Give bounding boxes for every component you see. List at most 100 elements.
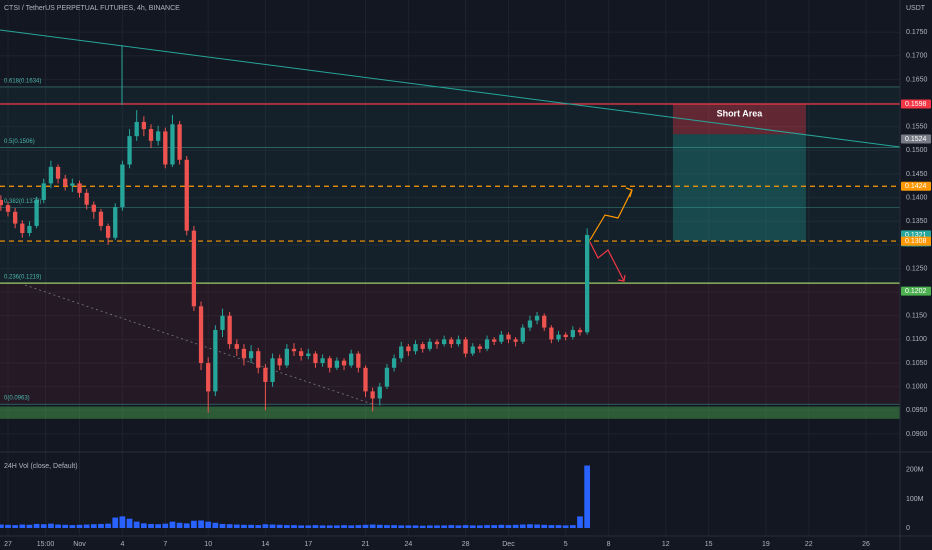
volume-bar bbox=[548, 525, 555, 529]
volume-bar bbox=[498, 524, 505, 529]
candle-body bbox=[506, 334, 511, 340]
price-tag-label: 0.1524 bbox=[905, 136, 927, 143]
volume-bar bbox=[462, 525, 469, 529]
volume-bar bbox=[276, 524, 283, 529]
volume-bar bbox=[105, 523, 111, 529]
price-tag-label: 0.1202 bbox=[905, 288, 927, 295]
zone bbox=[0, 86, 900, 284]
volume-bar bbox=[319, 525, 326, 529]
volume-bar bbox=[484, 525, 490, 529]
candle-body bbox=[484, 339, 490, 349]
y-tick-label: 0.1100 bbox=[906, 336, 927, 343]
candle-body bbox=[399, 346, 404, 359]
trend-line bbox=[0, 29, 901, 148]
candle-body bbox=[105, 225, 111, 238]
y-tick-label: 0.1650 bbox=[906, 76, 928, 83]
volume-bar bbox=[233, 524, 240, 529]
candle-body bbox=[91, 204, 96, 212]
volume-bar bbox=[441, 525, 447, 529]
candle-body bbox=[241, 348, 247, 359]
candle-body bbox=[349, 353, 354, 366]
volume-label: 24H Vol (close, Default) bbox=[4, 463, 78, 470]
y-tick-label: 0.1050 bbox=[906, 360, 928, 367]
volume-bar bbox=[90, 524, 97, 529]
x-tick-label: 12 bbox=[662, 541, 670, 548]
candle-body bbox=[248, 351, 254, 359]
candle-body bbox=[84, 192, 89, 205]
volume-bar bbox=[48, 523, 54, 529]
volume-bar bbox=[527, 524, 533, 529]
candle-body bbox=[20, 223, 25, 234]
down-arrow-head bbox=[617, 274, 626, 282]
volume-bar bbox=[584, 465, 590, 529]
x-tick-label: 4 bbox=[120, 541, 124, 548]
candle-body bbox=[441, 339, 447, 345]
candle-body bbox=[341, 360, 347, 366]
price-tag-label: 0.1321 bbox=[905, 232, 927, 239]
y-tick-label: 0.1550 bbox=[906, 124, 928, 131]
candle-body bbox=[463, 339, 468, 354]
candle-body bbox=[5, 205, 11, 212]
candle-body bbox=[298, 351, 304, 356]
x-tick-label: Dec bbox=[502, 541, 515, 548]
volume-bar bbox=[362, 524, 369, 529]
x-tick-label: 22 bbox=[805, 541, 813, 548]
candle-body bbox=[120, 164, 125, 208]
price-tag-label: 0.1424 bbox=[905, 183, 927, 190]
volume-bar bbox=[269, 524, 276, 529]
volume-bar bbox=[183, 523, 190, 529]
candle-body bbox=[356, 353, 361, 368]
short-area-label: Short Area bbox=[717, 108, 764, 118]
up-arrow-head bbox=[625, 187, 633, 198]
y-tick-label: 0.1350 bbox=[906, 218, 928, 225]
fib-label: 0.5(0.1506) bbox=[4, 139, 35, 145]
volume-bar bbox=[569, 525, 576, 529]
candle-body bbox=[277, 358, 282, 366]
candle-body bbox=[134, 121, 139, 137]
x-tick-label: Nov bbox=[73, 541, 86, 548]
volume-bar bbox=[162, 523, 169, 529]
candle-body bbox=[170, 124, 175, 165]
chart-title: CTSI / TetherUS PERPETUAL FUTURES, 4h, B… bbox=[4, 5, 180, 12]
candle-body bbox=[77, 183, 82, 193]
fib-label: 0(0.0963) bbox=[4, 396, 30, 402]
price-tag bbox=[901, 181, 931, 191]
candle-body bbox=[184, 159, 189, 231]
candle-body bbox=[584, 234, 590, 333]
candle-body bbox=[499, 334, 504, 342]
short-stop-zone bbox=[672, 103, 806, 135]
volume-bar bbox=[198, 520, 204, 529]
volume-bar bbox=[505, 525, 512, 529]
candle-body bbox=[527, 320, 533, 328]
x-tick-label: 7 bbox=[163, 541, 167, 548]
down-arrow bbox=[589, 241, 625, 282]
candle-body bbox=[270, 358, 275, 382]
candle-body bbox=[141, 121, 146, 130]
candle-body bbox=[306, 353, 311, 356]
volume-bar bbox=[283, 525, 290, 529]
short-target-zone bbox=[672, 134, 806, 242]
candle-body bbox=[198, 306, 204, 364]
volume-bar bbox=[512, 524, 519, 529]
volume-bar bbox=[348, 525, 355, 529]
candle-body bbox=[177, 124, 182, 160]
volume-tick-label: 100M bbox=[906, 496, 924, 503]
volume-bar bbox=[140, 523, 147, 529]
volume-bar bbox=[69, 525, 76, 529]
y-tick-label: 0.1150 bbox=[906, 313, 927, 320]
volume-bar bbox=[176, 522, 183, 529]
candle-body bbox=[220, 315, 225, 330]
candle-body bbox=[148, 129, 154, 141]
x-tick-label: 10 bbox=[204, 541, 212, 548]
volume-bar bbox=[312, 525, 319, 529]
y-tick-label: 0.1000 bbox=[906, 384, 928, 391]
candle-body bbox=[406, 346, 411, 352]
candle-body bbox=[420, 344, 425, 349]
x-tick-label: 17 bbox=[304, 541, 312, 548]
volume-bar bbox=[12, 525, 19, 529]
volume-bar bbox=[55, 524, 61, 529]
candle-body bbox=[213, 329, 218, 392]
volume-bar bbox=[555, 525, 562, 529]
candle-body bbox=[0, 199, 4, 206]
candle-body bbox=[549, 327, 554, 340]
